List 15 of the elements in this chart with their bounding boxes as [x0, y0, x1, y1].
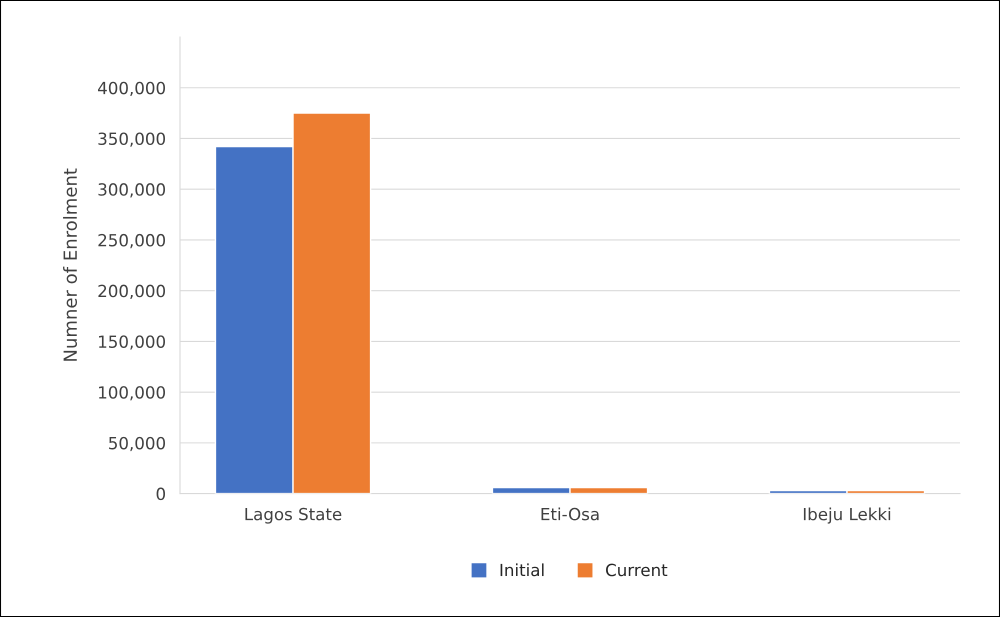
- x-tick-label: Lagos State: [245, 508, 342, 524]
- y-tick-label: 400,000: [98, 82, 166, 96]
- legend-label: Initial: [500, 563, 544, 576]
- y-tick-label: 150,000: [99, 335, 166, 350]
- y-tick-label: 50,000: [109, 436, 166, 452]
- x-tick-label: Eti-Osa: [542, 507, 599, 520]
- y-tick-label: 100,000: [99, 386, 166, 400]
- y-tick-label: 300,000: [98, 183, 166, 198]
- x-tick-label: Ibeju Lekki: [804, 507, 890, 524]
- y-tick-label: 200,000: [98, 284, 166, 299]
- y-tick-label: 250,000: [98, 234, 166, 248]
- y-tick-label: 0: [156, 488, 166, 500]
- y-tick-label: 350,000: [98, 132, 166, 147]
- legend-label: Current: [606, 564, 668, 576]
- y-axis-title: Numner of Enrolment: [63, 168, 78, 361]
